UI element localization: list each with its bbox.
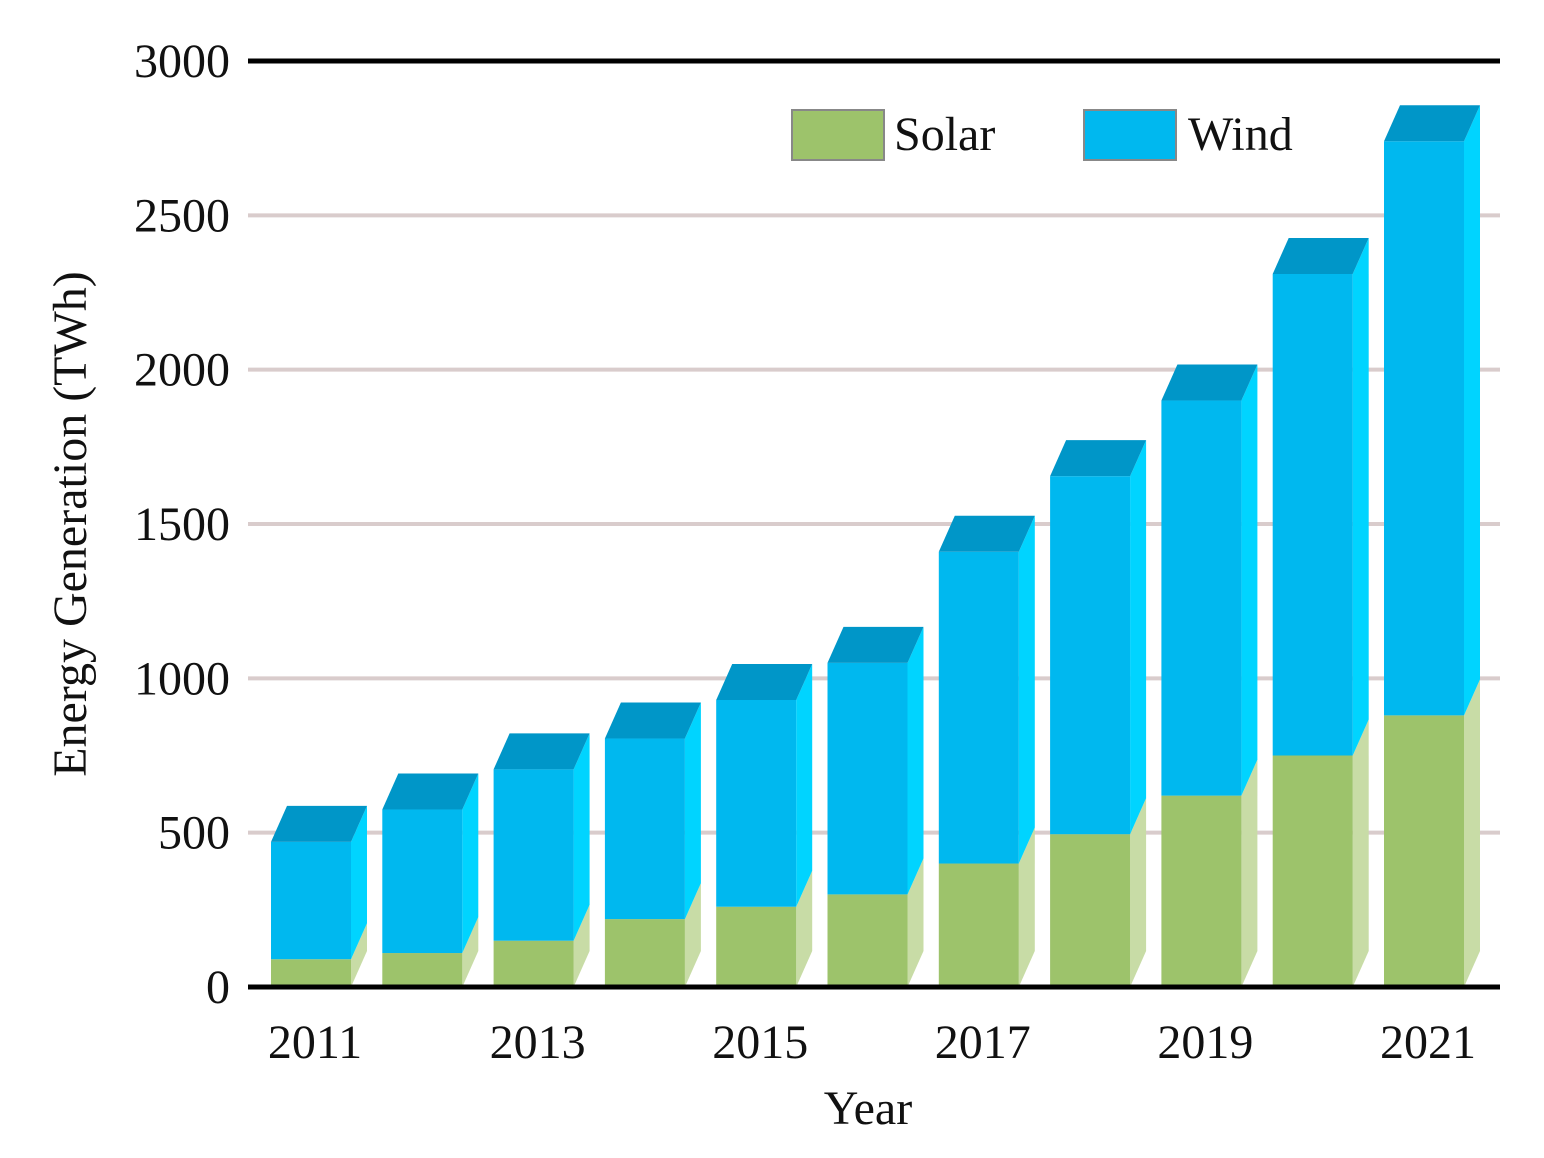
bar-group-2015 xyxy=(716,663,813,987)
bar-side-wind xyxy=(796,663,813,907)
bar-side-wind xyxy=(1018,515,1035,864)
x-tick-labels: 2011 2013 2015 2017 2019 2021 xyxy=(268,1016,1476,1069)
bar-top xyxy=(1050,440,1147,477)
bar-solar xyxy=(604,919,685,987)
bar-group-2013 xyxy=(493,733,590,987)
bar-top xyxy=(938,515,1035,552)
y-tick-label: 2000 xyxy=(134,344,230,397)
bar-group-2020 xyxy=(1272,237,1369,987)
bar-side-wind xyxy=(684,702,701,920)
bar-wind xyxy=(382,809,463,954)
bar-solar xyxy=(1272,755,1353,987)
bar-group-2012 xyxy=(382,773,479,987)
y-tick-label: 2500 xyxy=(134,189,230,242)
bar-solar xyxy=(827,894,908,987)
bar-wind xyxy=(604,738,685,920)
bar-side-solar xyxy=(1464,679,1480,987)
legend-label-wind: Wind xyxy=(1188,108,1293,161)
bar-side-wind xyxy=(907,626,924,895)
bar-side-solar xyxy=(1241,759,1258,987)
bar-top xyxy=(382,773,479,810)
bar-side-solar xyxy=(796,870,813,987)
bar-side-solar xyxy=(1018,827,1035,987)
legend-swatch-solar xyxy=(791,109,885,161)
legend-swatch-wind xyxy=(1083,109,1177,161)
bar-side-solar xyxy=(573,904,590,987)
bar-side-solar xyxy=(1130,798,1147,987)
y-tick-label: 1500 xyxy=(134,498,230,551)
bars xyxy=(271,105,1480,987)
x-tick-label: 2015 xyxy=(712,1016,808,1069)
bar-side-wind xyxy=(1241,364,1258,796)
bar-side-solar xyxy=(462,917,479,987)
bar-top xyxy=(1272,237,1369,274)
bar-wind xyxy=(493,769,574,941)
bar-group-2017 xyxy=(938,515,1035,987)
x-tick-label: 2021 xyxy=(1380,1016,1476,1069)
bar-top xyxy=(604,702,701,739)
bar-group-2014 xyxy=(604,702,701,987)
bar-group-2011 xyxy=(271,805,367,987)
bar-top xyxy=(1161,364,1258,401)
bar-solar xyxy=(382,953,463,987)
legend-label-solar: Solar xyxy=(894,108,995,161)
bar-top xyxy=(716,663,813,700)
bar-top xyxy=(493,733,590,770)
bar-solar xyxy=(1050,834,1131,987)
bar-solar xyxy=(716,906,797,987)
bar-top xyxy=(1384,105,1480,142)
y-tick-label: 0 xyxy=(206,961,230,1014)
bar-wind xyxy=(716,699,797,907)
bar-side-solar xyxy=(684,883,701,987)
bar-side-wind xyxy=(573,733,590,941)
y-tick-label: 3000 xyxy=(134,35,230,88)
bar-wind xyxy=(1161,400,1242,796)
x-tick-label: 2019 xyxy=(1157,1016,1253,1069)
bar-side-wind xyxy=(1352,237,1369,756)
bar-group-2019 xyxy=(1161,364,1258,987)
bar-solar xyxy=(1384,715,1464,987)
bar-side-wind xyxy=(351,805,367,960)
bar-group-2016 xyxy=(827,626,924,987)
bar-wind xyxy=(1050,476,1131,835)
legend: Solar Wind xyxy=(791,108,1293,161)
y-axis-title: Energy Generation (TWh) xyxy=(44,271,97,777)
bar-side-solar xyxy=(907,858,924,987)
bar-group-2018 xyxy=(1050,440,1147,987)
bar-wind xyxy=(271,841,351,960)
y-tick-labels: 0 500 1000 1500 2000 2500 3000 xyxy=(134,35,230,1014)
bar-side-wind xyxy=(1130,440,1147,835)
y-tick-label: 500 xyxy=(158,807,230,860)
y-tick-label: 1000 xyxy=(134,652,230,705)
bar-side-solar xyxy=(1352,719,1369,987)
bar-wind xyxy=(827,662,908,895)
bar-side-wind xyxy=(1464,105,1480,716)
bar-side-wind xyxy=(462,773,479,954)
x-tick-label: 2013 xyxy=(490,1016,586,1069)
x-tick-label: 2017 xyxy=(935,1016,1031,1069)
bar-top xyxy=(827,626,924,663)
bar-wind xyxy=(1272,273,1353,756)
bar-group-2021 xyxy=(1384,105,1480,987)
bar-solar xyxy=(493,940,574,987)
bar-solar xyxy=(271,959,351,987)
bar-wind xyxy=(938,551,1019,864)
bar-side-solar xyxy=(351,923,367,987)
bar-solar xyxy=(1161,795,1242,987)
bar-top xyxy=(271,805,367,842)
axes xyxy=(248,58,1500,990)
x-tick-label: 2011 xyxy=(268,1016,362,1069)
bar-wind xyxy=(1384,141,1464,716)
bar-solar xyxy=(938,863,1019,987)
x-axis-title: Year xyxy=(824,1082,912,1135)
